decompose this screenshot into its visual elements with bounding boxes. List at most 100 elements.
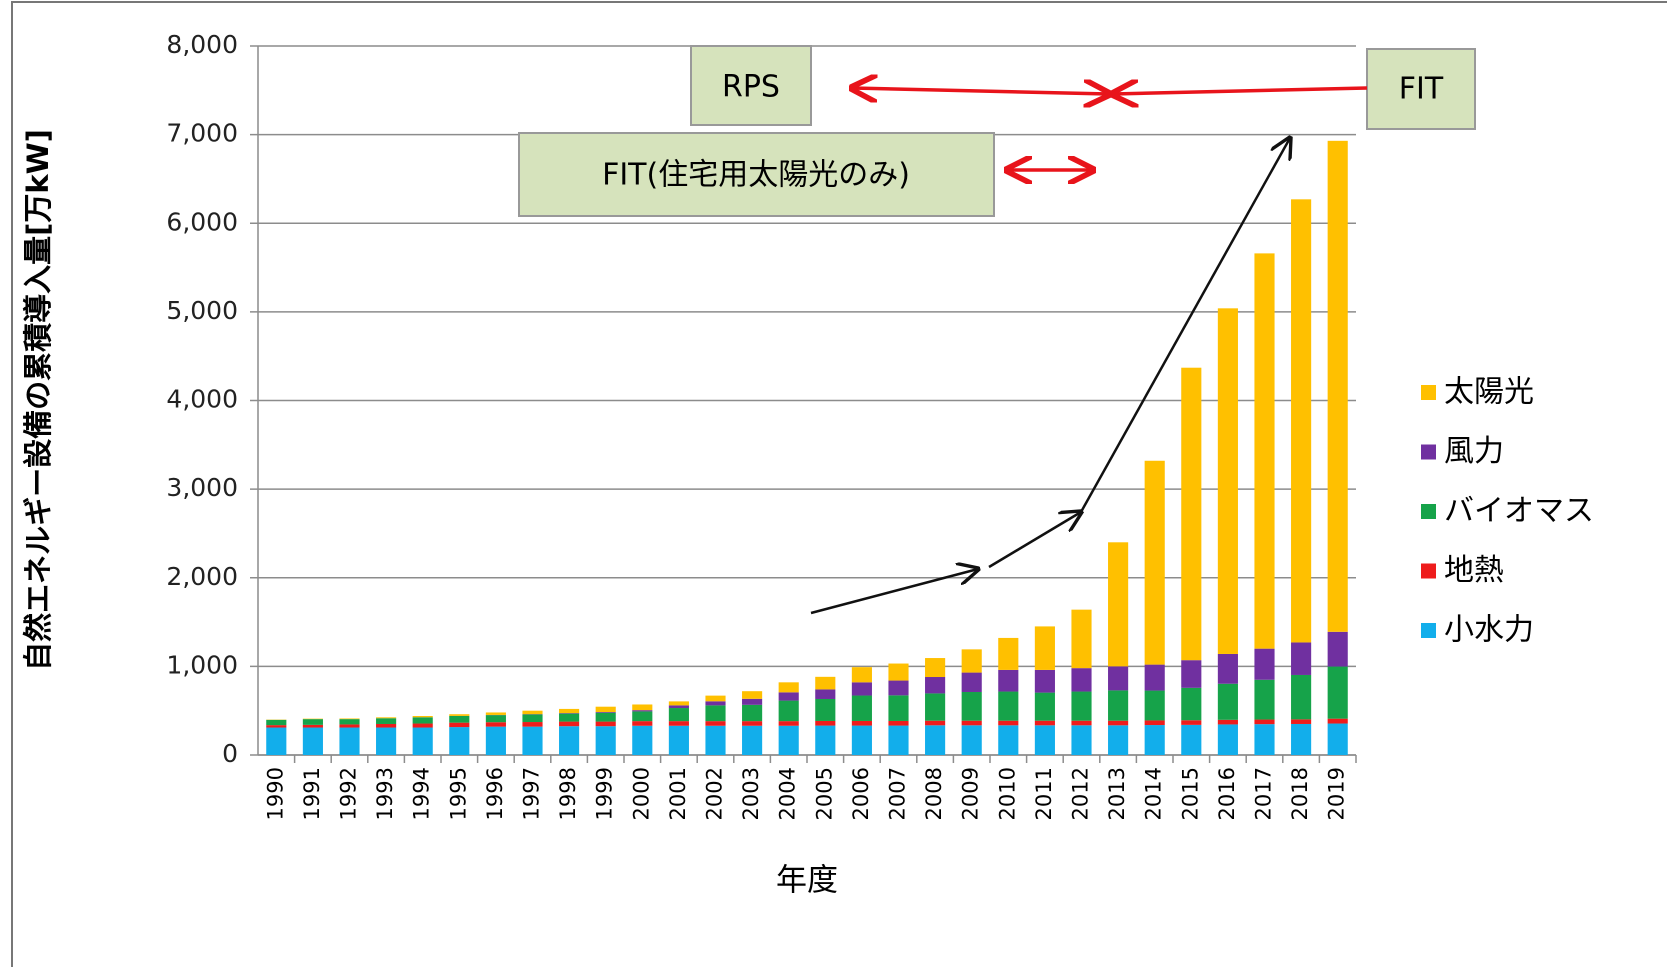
- bar-segment: [998, 637, 1019, 670]
- grid: 0 1,000 2,000 3,000 4,000 5,000 6,000 7,000 8,00…: [166, 30, 1357, 768]
- legend-label: バイオマス: [1444, 494, 1594, 529]
- bar-segment: [1181, 367, 1202, 661]
- bar-segment: [412, 717, 433, 724]
- y-tick-label: 1,000: [166, 650, 238, 679]
- x-tick-label: 2006: [849, 767, 873, 820]
- annotation-box: [690, 45, 812, 126]
- x-tick-label: 2018: [1288, 767, 1312, 820]
- bar-segment: [1291, 674, 1312, 720]
- bar-segment: [339, 719, 360, 725]
- bar-segment: [925, 725, 946, 755]
- bar-segment: [1217, 683, 1238, 720]
- bar-segment: [376, 717, 397, 719]
- bar-segment: [742, 691, 763, 699]
- bar-segment: [1254, 719, 1275, 725]
- bar-segment: [1071, 720, 1092, 726]
- bar-segment: [1291, 723, 1312, 755]
- x-tick-label: 1998: [556, 767, 580, 820]
- bar-segment: [1181, 724, 1202, 755]
- bar-segment: [1108, 542, 1129, 667]
- bar-segment: [412, 716, 433, 718]
- x-tick-label: 1990: [263, 767, 287, 820]
- bar-segment: [302, 724, 323, 728]
- bar-segment: [266, 719, 287, 726]
- bar-segment: [376, 718, 397, 724]
- legend-label: 風力: [1444, 434, 1504, 469]
- bar-segment: [522, 722, 543, 727]
- bar-segment: [668, 708, 689, 722]
- annotation: FIT: [1399, 72, 1444, 107]
- bar-segment: [705, 725, 726, 755]
- bar-segment: [632, 725, 653, 755]
- bar-segment: [705, 705, 726, 722]
- bar-segment: [1071, 691, 1092, 721]
- bar-segment: [742, 725, 763, 755]
- bar-segment: [376, 727, 397, 755]
- bar-segment: [559, 713, 580, 722]
- legend-swatch: [1421, 444, 1436, 460]
- x-tick-label: 2001: [666, 767, 690, 820]
- bar-segment: [595, 721, 616, 727]
- x-tick-label: 2008: [922, 767, 946, 820]
- bar-segment: [1254, 648, 1275, 680]
- x-tick-label: 1996: [483, 767, 507, 820]
- y-tick-label: 7,000: [166, 119, 238, 148]
- arrow: [1079, 138, 1290, 513]
- bar-segment: [449, 727, 470, 755]
- bar-segment: [1254, 253, 1275, 649]
- x-tick-label: 1995: [446, 767, 470, 820]
- bar-segment: [1108, 720, 1129, 726]
- bar-segment: [705, 721, 726, 726]
- arrow: [1113, 88, 1368, 94]
- bar-segment: [742, 721, 763, 726]
- bar-segment: [888, 725, 909, 755]
- bar-segment: [449, 722, 470, 728]
- bar-segment: [522, 710, 543, 715]
- bar-segment: [1034, 669, 1055, 693]
- bar-segment: [998, 691, 1019, 721]
- bar-segment: [1291, 642, 1312, 675]
- bar-segment: [1217, 653, 1238, 684]
- bar-segment: [1071, 609, 1092, 669]
- bar-segment: [851, 682, 872, 696]
- x-tick-label: 2000: [629, 767, 653, 820]
- bar-segment: [632, 710, 653, 712]
- bar-segment: [1034, 692, 1055, 721]
- bar-segment: [888, 680, 909, 696]
- bar-segment: [1034, 720, 1055, 726]
- bar-segment: [559, 721, 580, 727]
- bar-segment: [815, 698, 836, 721]
- bar-segment: [632, 721, 653, 726]
- bar-segment: [1181, 687, 1202, 721]
- legend-swatch: [1421, 504, 1436, 519]
- bar-segment: [485, 722, 506, 727]
- bar-segment: [449, 714, 470, 716]
- bar-segment: [888, 695, 909, 721]
- bar-segment: [1181, 660, 1202, 688]
- x-tick-label: 2015: [1178, 767, 1202, 820]
- bar-segment: [595, 726, 616, 755]
- bar-segment: [1144, 690, 1165, 721]
- bar-segment: [778, 725, 799, 755]
- x-tick-label: 2012: [1069, 767, 1093, 820]
- bar-segment: [668, 701, 689, 706]
- bar-segment: [595, 706, 616, 713]
- bar-segment: [559, 713, 580, 714]
- x-tick-label: 2003: [739, 767, 763, 820]
- x-tick-label: 2010: [995, 767, 1019, 820]
- bar-segment: [1108, 725, 1129, 755]
- legend-label: 太陽光: [1444, 375, 1534, 410]
- annotation: RPS: [722, 70, 780, 105]
- bar-segment: [998, 725, 1019, 755]
- y-axis-title: 自然エネルギー設備の累積導入量[万kW]: [21, 129, 55, 671]
- y-tick-label: 4,000: [166, 385, 238, 414]
- y-tick-label: 0: [222, 739, 238, 768]
- bar-segment: [778, 700, 799, 722]
- x-tick-label: 2002: [703, 767, 727, 820]
- bar-segment: [705, 695, 726, 702]
- bar-segment: [998, 669, 1019, 692]
- bar-segment: [1108, 690, 1129, 721]
- bar-segment: [925, 720, 946, 726]
- bar-segment: [778, 692, 799, 701]
- bar-segment: [302, 727, 323, 755]
